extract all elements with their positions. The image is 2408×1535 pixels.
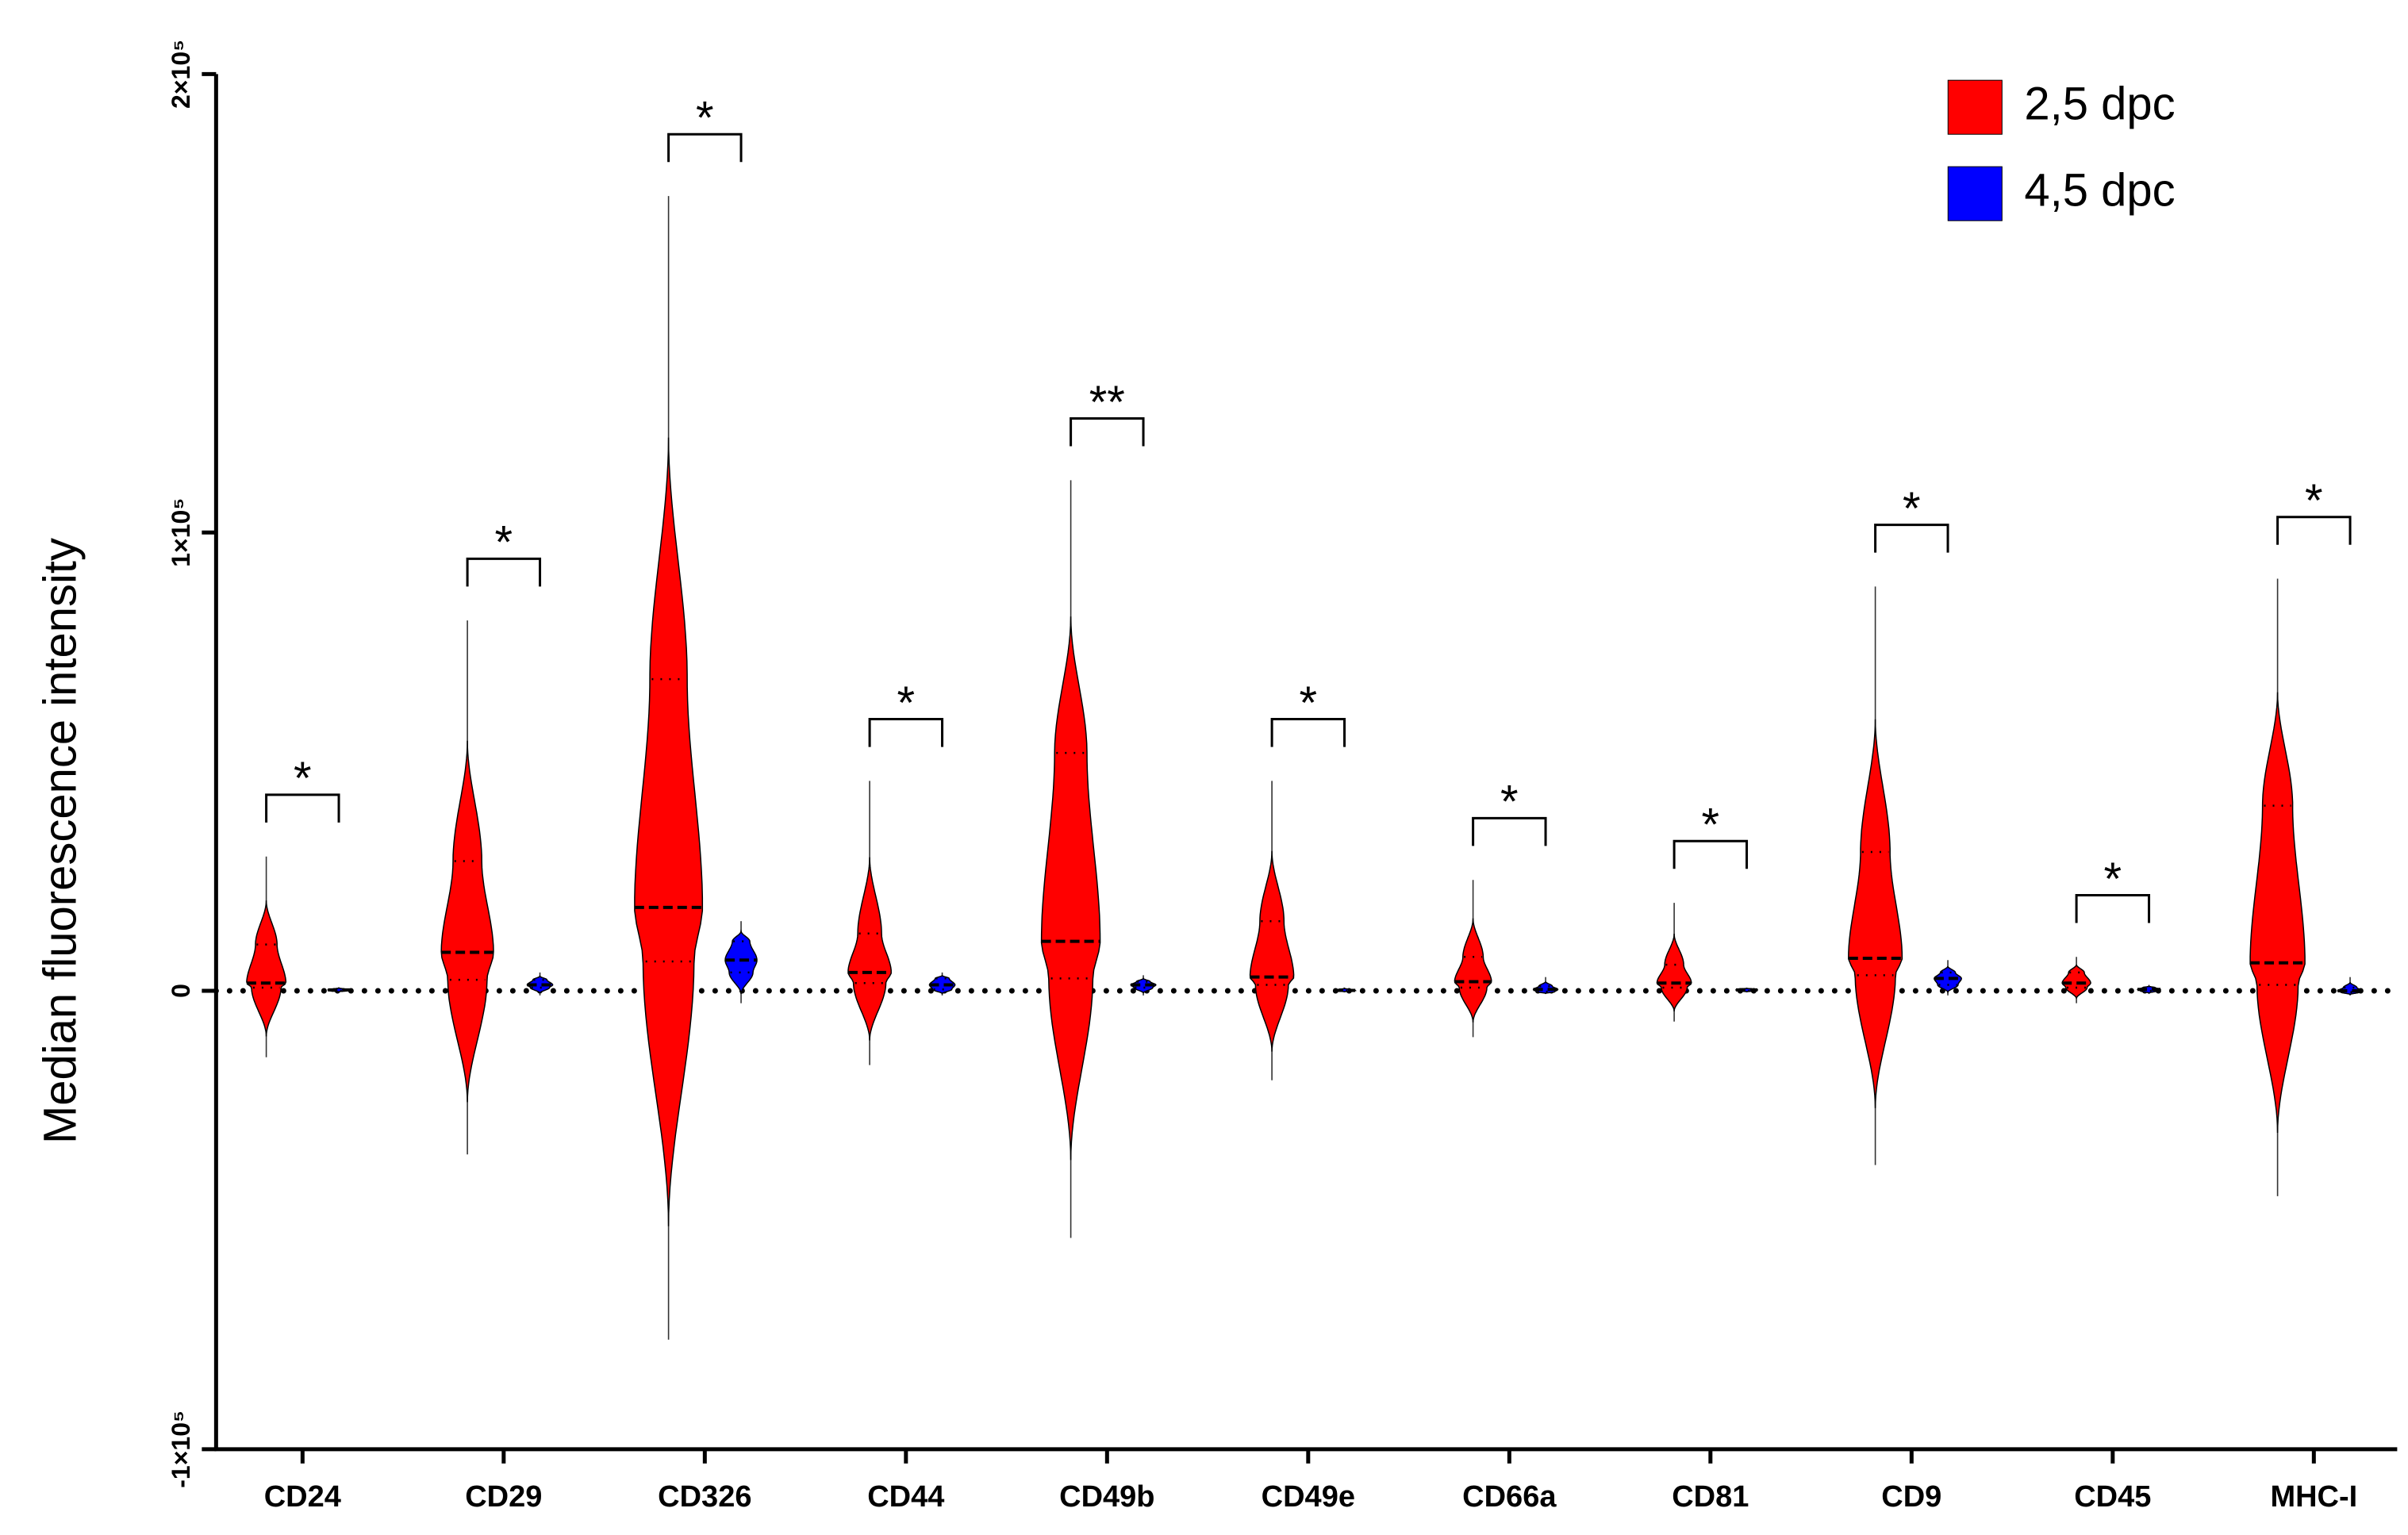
legend-swatch xyxy=(1947,166,2003,221)
y-tick-label: 0 xyxy=(167,984,195,998)
significance-bracket xyxy=(466,557,542,587)
significance-bracket xyxy=(265,793,340,823)
x-tick-label: MHC-I xyxy=(2270,1480,2357,1514)
significance-label: * xyxy=(1300,677,1318,729)
violin-body xyxy=(526,974,554,994)
violin-body xyxy=(847,857,892,1041)
violin-body xyxy=(1532,981,1559,995)
x-tick-label: CD9 xyxy=(1881,1480,1941,1514)
significance-bracket xyxy=(1874,524,1949,553)
significance-bracket xyxy=(868,718,944,747)
significance-bracket xyxy=(2075,893,2151,923)
y-tick-label: 1×10⁵ xyxy=(167,498,195,567)
violin-body xyxy=(724,929,758,995)
legend-label: 2,5 dpc xyxy=(2024,79,2175,130)
violin-body xyxy=(634,437,704,1226)
significance-label: * xyxy=(294,753,312,804)
significance-label: * xyxy=(2305,475,2323,527)
x-tick-label: CD44 xyxy=(867,1480,944,1514)
legend-label: 4,5 dpc xyxy=(2024,164,2175,216)
x-tick-label: CD49b xyxy=(1059,1480,1154,1514)
significance-label: * xyxy=(495,517,513,569)
x-tick-label: CD81 xyxy=(1672,1480,1749,1514)
violin-body xyxy=(1454,918,1492,1023)
violin-body xyxy=(1249,850,1295,1052)
significance-label: * xyxy=(1500,777,1519,828)
y-axis-label: Median fluorescence intensity xyxy=(34,538,86,1144)
significance-label: * xyxy=(696,93,714,144)
significance-label: * xyxy=(1702,800,1720,851)
violin-body xyxy=(2337,982,2364,996)
significance-label: ** xyxy=(1089,377,1125,428)
legend-swatch xyxy=(1947,79,2003,135)
significance-bracket xyxy=(1673,839,1749,869)
violin-body xyxy=(1040,616,1101,1161)
significance-label: * xyxy=(897,677,916,729)
violin-body xyxy=(1656,934,1692,1011)
violin-body xyxy=(1934,965,1962,995)
significance-bracket xyxy=(667,132,743,163)
violin-body xyxy=(440,740,494,1103)
violin-body xyxy=(2249,692,2306,1134)
x-tick-label: CD24 xyxy=(264,1480,341,1514)
y-tick-label: -1×10⁵ xyxy=(167,1410,195,1488)
significance-bracket xyxy=(1270,718,1346,747)
significance-label: * xyxy=(2104,854,2122,905)
significance-bracket xyxy=(1472,816,1547,846)
violin-body xyxy=(928,974,956,996)
x-tick-label: CD326 xyxy=(658,1480,751,1514)
significance-bracket xyxy=(2276,516,2352,545)
x-tick-label: CD49e xyxy=(1262,1480,1355,1514)
violin-body xyxy=(1130,977,1157,994)
violin-body xyxy=(2061,964,2091,999)
x-tick-label: CD29 xyxy=(465,1480,542,1514)
x-tick-label: CD66a xyxy=(1462,1480,1557,1514)
significance-bracket xyxy=(1070,417,1145,447)
x-tick-label: CD45 xyxy=(2074,1480,2151,1514)
y-tick-label: 2×10⁵ xyxy=(167,40,195,109)
violin-body xyxy=(1848,719,1903,1108)
significance-label: * xyxy=(1903,483,1921,535)
violin-body xyxy=(246,900,287,1037)
